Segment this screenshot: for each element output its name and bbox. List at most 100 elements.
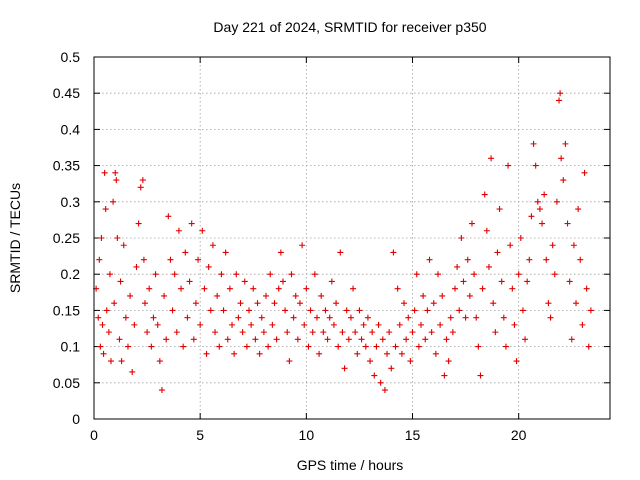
data-point (296, 300, 303, 307)
data-point (309, 329, 316, 336)
data-point (127, 292, 134, 299)
data-point (339, 329, 346, 336)
data-point (426, 256, 433, 263)
data-point (526, 256, 533, 263)
data-point (229, 321, 236, 328)
data-point (252, 336, 259, 343)
data-point (330, 321, 337, 328)
data-point (500, 314, 507, 321)
data-point (464, 256, 471, 263)
data-point (454, 263, 461, 270)
data-point (254, 300, 261, 307)
data-point (541, 191, 548, 198)
data-point (269, 321, 276, 328)
data-point (96, 256, 103, 263)
data-point (95, 314, 102, 321)
data-point (364, 314, 371, 321)
data-point (556, 97, 563, 104)
data-point (507, 242, 514, 249)
data-point (154, 321, 161, 328)
data-point (320, 329, 327, 336)
data-point (258, 314, 265, 321)
data-point (226, 285, 233, 292)
data-point (392, 343, 399, 350)
data-point (345, 336, 352, 343)
x-tick-label: 15 (405, 427, 421, 443)
data-points (93, 90, 594, 394)
data-point (178, 285, 185, 292)
data-point (583, 285, 590, 292)
data-point (483, 227, 490, 234)
data-point (248, 321, 255, 328)
data-point (560, 177, 567, 184)
data-point (485, 263, 492, 270)
data-point (318, 292, 325, 299)
data-point (256, 350, 263, 357)
y-tick-label: 0.4 (61, 121, 81, 137)
data-point (492, 329, 499, 336)
data-point (502, 343, 509, 350)
data-point (175, 227, 182, 234)
data-point (447, 314, 454, 321)
data-point (137, 184, 144, 191)
data-point (207, 307, 214, 314)
data-point (284, 329, 291, 336)
data-point (539, 220, 546, 227)
data-point (239, 329, 246, 336)
data-point (173, 329, 180, 336)
data-point (549, 242, 556, 249)
data-point (377, 379, 384, 386)
data-point (557, 90, 564, 97)
data-point (577, 256, 584, 263)
data-point (384, 350, 391, 357)
data-point (222, 249, 229, 256)
data-point (98, 235, 105, 241)
data-point (475, 343, 482, 350)
data-point (496, 206, 503, 213)
data-point (449, 329, 456, 336)
data-point (481, 191, 488, 198)
data-point (124, 343, 131, 350)
data-point (220, 307, 227, 314)
data-point (530, 140, 537, 147)
data-point (99, 321, 106, 328)
data-point (286, 358, 293, 365)
data-point (343, 307, 350, 314)
data-point (517, 235, 524, 241)
data-point (158, 387, 165, 394)
data-point (432, 350, 439, 357)
data-point (543, 256, 550, 263)
data-point (551, 271, 558, 278)
data-point (271, 300, 278, 307)
x-tick-label: 20 (511, 427, 527, 443)
chart-title: Day 221 of 2024, SRMTID for receiver p35… (213, 19, 486, 35)
data-point (401, 300, 408, 307)
data-point (494, 249, 501, 256)
data-point (509, 285, 516, 292)
data-point (97, 343, 104, 350)
data-point (116, 336, 123, 343)
data-point (379, 336, 386, 343)
data-point (479, 285, 486, 292)
data-point (424, 307, 431, 314)
data-point (411, 307, 418, 314)
data-point (371, 372, 378, 379)
data-point (333, 300, 340, 307)
data-point (118, 358, 125, 365)
data-point (367, 358, 374, 365)
y-tick-label: 0.1 (61, 339, 81, 355)
data-point (102, 206, 109, 213)
data-point (471, 271, 478, 278)
data-point (358, 336, 365, 343)
data-point (141, 300, 148, 307)
data-point (311, 271, 318, 278)
data-point (326, 314, 333, 321)
data-point (316, 350, 323, 357)
data-point (522, 336, 529, 343)
data-point (511, 321, 518, 328)
data-point (519, 307, 526, 314)
x-axis-label: GPS time / hours (297, 457, 404, 473)
data-point (201, 285, 208, 292)
data-point (114, 235, 121, 241)
